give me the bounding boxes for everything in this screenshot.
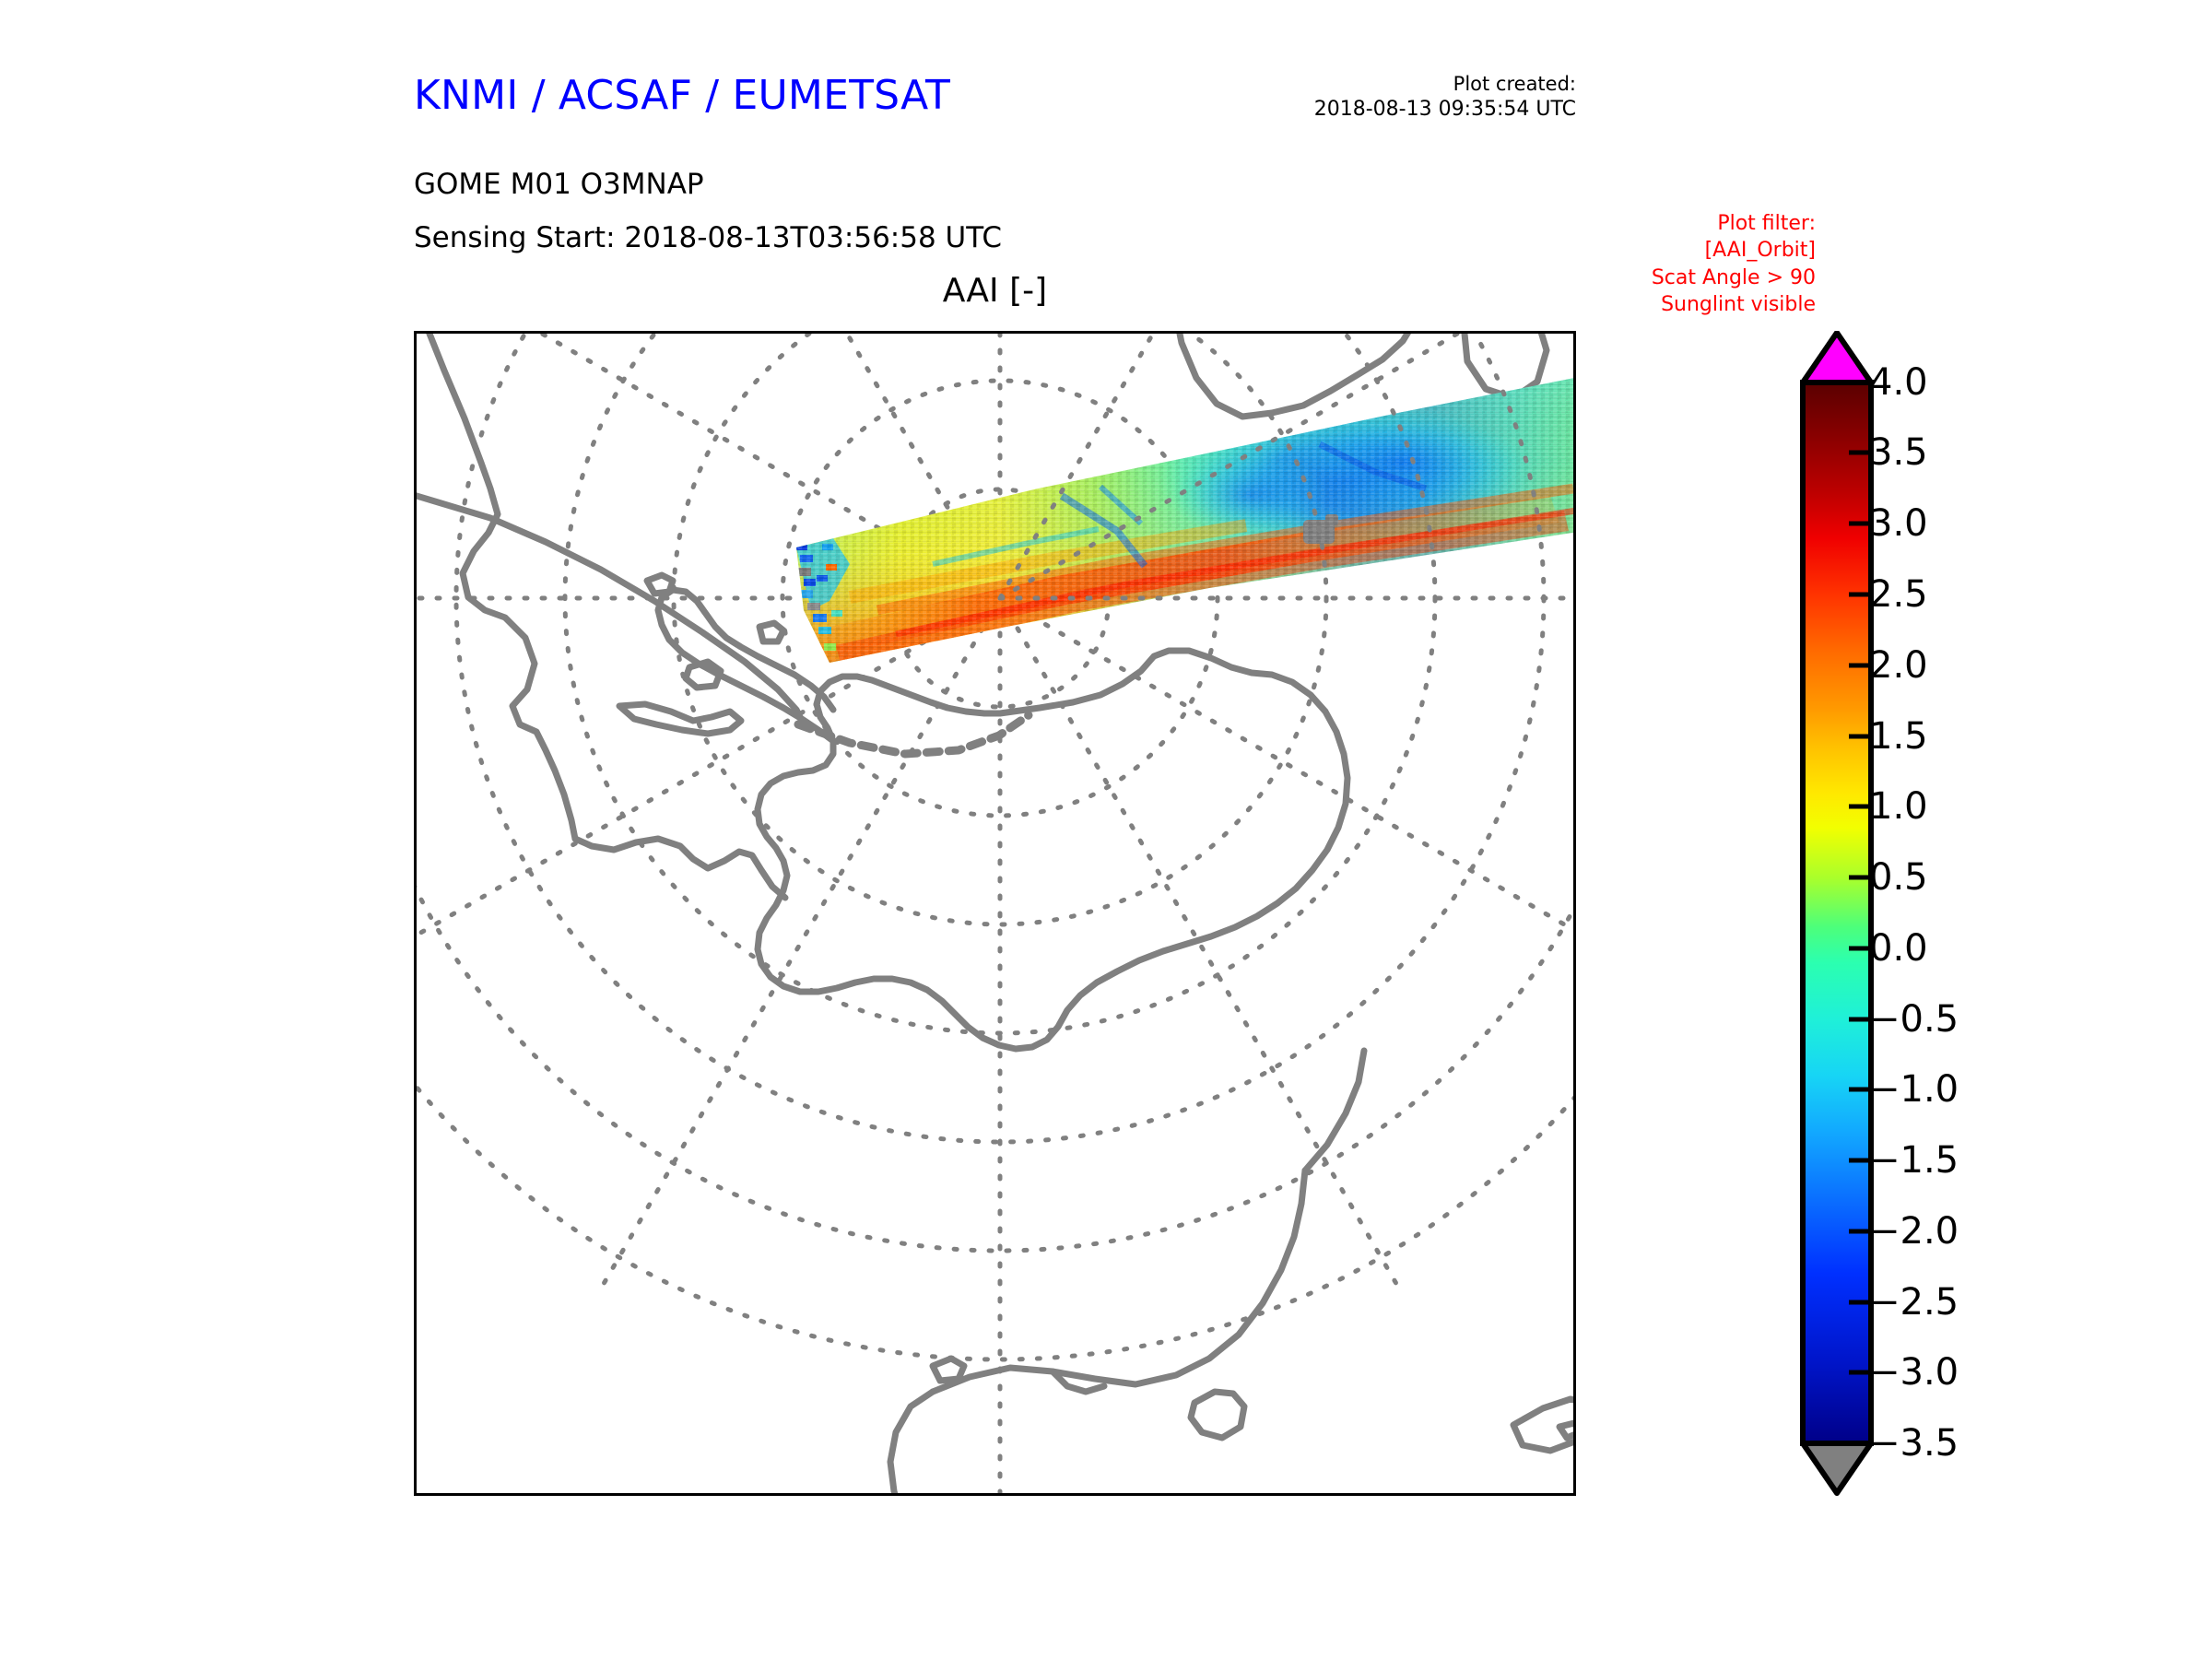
colorbar-tick-label: −3.0 [1869, 1351, 1959, 1394]
satellite-swath [796, 377, 1573, 663]
colorbar-gradient [1803, 382, 1871, 1443]
organisation-title: KNMI / ACSAF / EUMETSAT [414, 72, 951, 119]
island-south-shetland [643, 571, 677, 597]
colorbar-tick-label: 3.5 [1869, 431, 1928, 474]
colorbar-tick-label: −1.0 [1869, 1068, 1959, 1111]
colorbar-tick-label: 1.5 [1869, 715, 1928, 758]
colorbar-under-arrow [1800, 1441, 1874, 1496]
colorbar-tick-label: 2.0 [1869, 644, 1928, 687]
plot-created-block: Plot created: 2018-08-13 09:35:54 UTC [1314, 72, 1576, 123]
colorbar-tick-label: −3.5 [1869, 1422, 1959, 1465]
island-kangaroo [929, 1355, 968, 1384]
plot-filter-sunglint: Sunglint visible [1661, 292, 1816, 316]
colorbar: 4.0 3.5 3.0 2.5 2.0 1.5 1.0 0.5 0.0 −0.5… [1797, 331, 2184, 1496]
plot-created-label: Plot created: [1453, 73, 1576, 95]
coastline-australia-south [929, 1167, 1309, 1395]
colorbar-tick-label: 0.5 [1869, 856, 1928, 899]
plot-title: AAI [-] [942, 272, 1048, 310]
instrument-product-label: GOME M01 O3MNAP [414, 168, 704, 201]
colorbar-tick-label: 4.0 [1869, 361, 1928, 404]
colorbar-tick-label: −0.5 [1869, 998, 1959, 1041]
coastline-tierra-del-fuego [616, 700, 745, 737]
coastline-argentina-atlantic [417, 492, 807, 728]
island-alexander [682, 658, 724, 691]
plot-created-timestamp: 2018-08-13 09:35:54 UTC [1313, 97, 1576, 121]
plot-filter-label: Plot filter: [1717, 212, 1816, 235]
map-plot-area [414, 331, 1576, 1496]
colorbar-tick-label: −2.5 [1869, 1281, 1959, 1324]
colorbar-over-arrow [1800, 331, 1874, 385]
coastline-great-australian-bight [1049, 1368, 1108, 1395]
coastline-australia-east [1301, 1047, 1368, 1174]
coastline-scotia-arc [794, 711, 1033, 759]
colorbar-tick-label: 2.5 [1869, 573, 1928, 616]
coastline-antarctica [754, 647, 1351, 1053]
colorbar-tick-label: 1.0 [1869, 785, 1928, 828]
colorbar-tick-label: −2.0 [1869, 1210, 1959, 1253]
colorbar-canvas [1800, 331, 1874, 1496]
colorbar-ticks [1849, 380, 1871, 1446]
coastline-patagonia-east [571, 835, 789, 901]
colorbar-tick-label: 3.0 [1869, 502, 1928, 545]
colorbar-tick-label: 0.0 [1869, 927, 1928, 970]
coastline-tasmania [1187, 1388, 1248, 1441]
plot-filter-name: [AAI_Orbit] [1704, 239, 1816, 263]
coastline-south-america [426, 334, 579, 842]
map-canvas [417, 334, 1573, 1493]
plot-filter-block: Plot filter: [AAI_Orbit] Scat Angle > 90… [1652, 210, 1816, 318]
plot-filter-scat-angle: Scat Angle > 90 [1651, 265, 1816, 289]
coastline-new-zealand-south [1510, 1395, 1573, 1454]
coastline-falkland-islands [756, 619, 787, 645]
sensing-start-label: Sensing Start: 2018-08-13T03:56:58 UTC [414, 221, 1002, 254]
island-nz-small [1556, 1419, 1573, 1441]
colorbar-tick-label: −1.5 [1869, 1139, 1959, 1182]
coastline-australia-west [887, 1388, 936, 1493]
coastline-southern-africa [1176, 334, 1412, 420]
